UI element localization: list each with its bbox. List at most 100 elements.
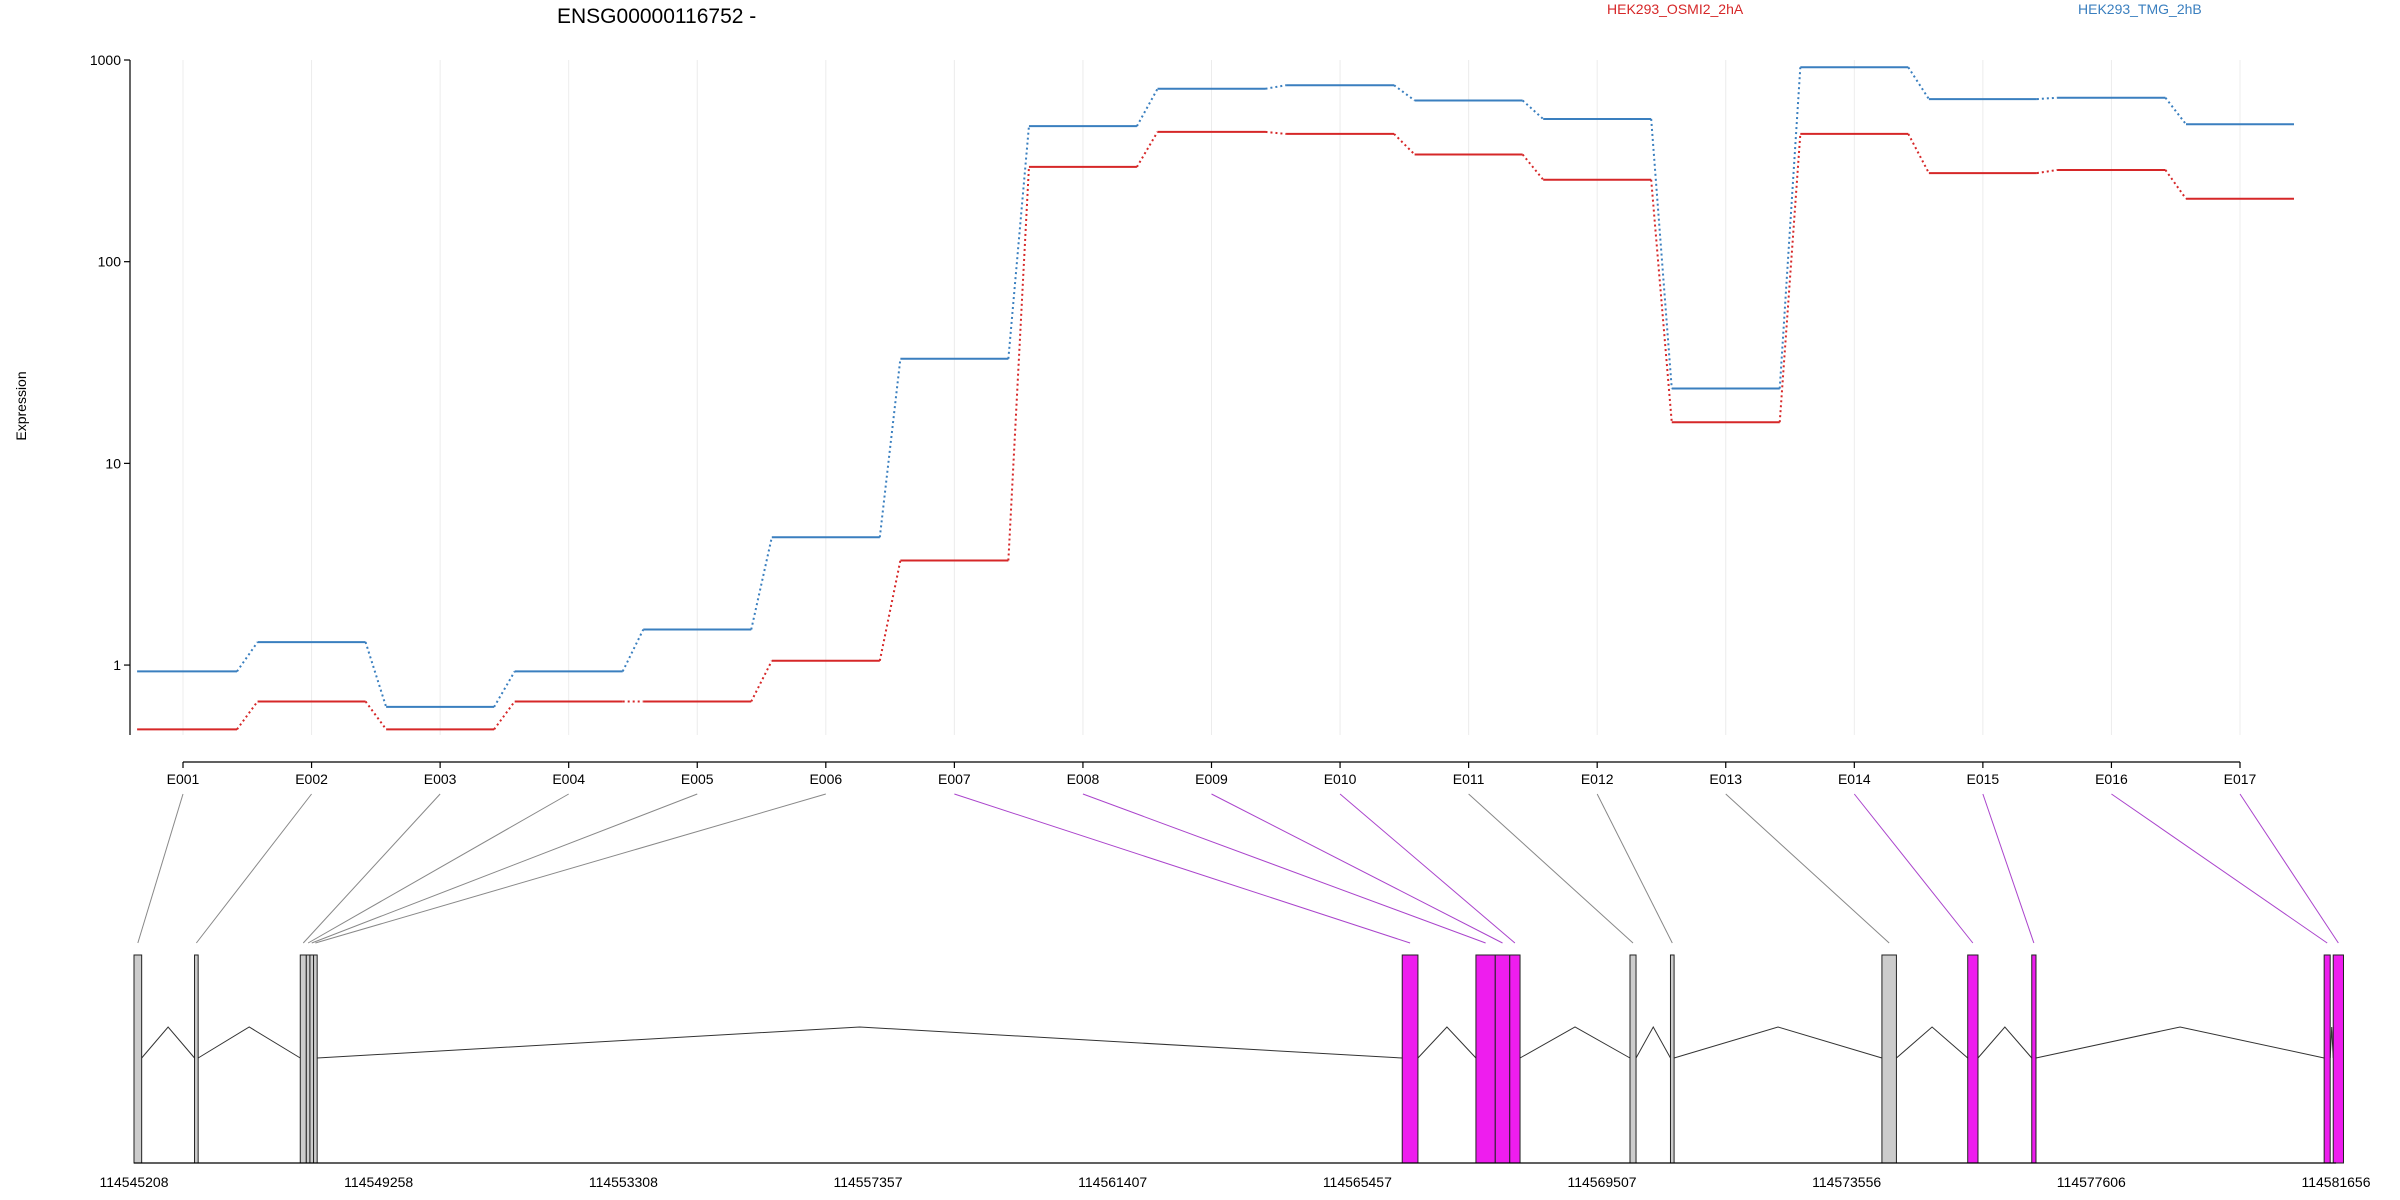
series-transition: [1907, 66, 1930, 100]
series-transition: [1136, 131, 1159, 168]
exon-e014: [1967, 954, 1979, 1164]
series-transition: [2036, 96, 2058, 101]
exon-connectors: [137, 793, 2339, 944]
series-transition: [1265, 130, 1287, 135]
exon-e003: [299, 954, 307, 1164]
x-tick-label-e002: E002: [295, 771, 328, 787]
connector-e014: [1853, 793, 1974, 944]
exon-e006: [313, 954, 318, 1164]
y-tick-label: 1: [113, 657, 121, 673]
x-tick-label-e010: E010: [1324, 771, 1357, 787]
intron: [141, 1026, 195, 1059]
x-tick-label-e009: E009: [1195, 771, 1228, 787]
x-tick-label-e015: E015: [1967, 771, 2000, 787]
vertical-grid: [182, 60, 2241, 735]
exon-e017: [2332, 954, 2344, 1164]
connector-e015: [1982, 793, 2035, 944]
series-transition: [621, 629, 645, 672]
introns: [141, 1025, 2334, 1059]
connector-e006: [315, 793, 826, 944]
series-transition: [364, 700, 387, 730]
legend-entry-tmg: HEK293_TMG_2hB: [2078, 1, 2202, 17]
connector-e012: [1596, 793, 1673, 944]
x-tick-label-e008: E008: [1067, 771, 1100, 787]
coordinate-label: 114577606: [2057, 1174, 2126, 1190]
intron: [1519, 1026, 1631, 1059]
x-tick-label-e003: E003: [424, 771, 457, 787]
intron: [197, 1026, 301, 1059]
series-transition: [1778, 67, 1802, 389]
exon-e001: [133, 954, 143, 1164]
exon-e013: [1881, 954, 1897, 1164]
intron: [1896, 1026, 1969, 1059]
connector-e013: [1725, 793, 1890, 944]
intron: [2329, 1026, 2334, 1059]
series-transition: [364, 641, 388, 708]
y-tick-label: 1000: [90, 52, 121, 68]
connector-e002: [195, 793, 312, 944]
intron: [1977, 1026, 2033, 1059]
series-transition: [493, 700, 516, 730]
exon-e010: [1509, 954, 1521, 1164]
genomic-coordinate-axis: 114545208 114549258 114553308 114557357 1145…: [99, 1162, 2371, 1190]
x-tick-label-e006: E006: [809, 771, 842, 787]
series-transition: [1521, 99, 1544, 120]
series-transition: [1136, 88, 1159, 127]
connector-e007: [954, 793, 1411, 944]
coordinate-label: 114557357: [833, 1174, 902, 1190]
coordinate-label: 114565457: [1323, 1174, 1392, 1190]
connector-e017: [2239, 793, 2339, 944]
connector-e010: [1339, 793, 1516, 944]
series-transition: [2164, 169, 2187, 200]
legend-entry-osmi2: HEK293_OSMI2_2hA: [1607, 1, 1744, 17]
connector-e016: [2111, 793, 2328, 944]
x-tick-label-e017: E017: [2224, 771, 2257, 787]
series-hek293-tmg-2hb: [137, 66, 2294, 708]
intron: [1673, 1026, 1883, 1059]
exon-e005: [309, 954, 315, 1164]
intron: [317, 1026, 1403, 1059]
exon-e012: [1669, 954, 1675, 1164]
exon-e016: [2323, 954, 2331, 1164]
connector-e005: [311, 793, 698, 944]
series-transition: [236, 700, 259, 730]
exon-e008: [1475, 954, 1496, 1164]
x-tick-label-e013: E013: [1709, 771, 1742, 787]
coordinate-label: 114553308: [589, 1174, 658, 1190]
intron: [2035, 1026, 2325, 1059]
series-transition: [1778, 133, 1802, 423]
connector-e001: [137, 793, 184, 944]
series-transition: [1521, 153, 1544, 181]
series-transition: [1007, 126, 1030, 359]
connector-e009: [1211, 793, 1503, 944]
series-transition: [1907, 133, 1930, 174]
connector-e008: [1082, 793, 1486, 944]
y-axis: 1 10 100 1000: [90, 52, 131, 735]
intron: [1635, 1025, 1671, 1059]
series-transition: [1265, 84, 1287, 90]
chart-title: ENSG00000116752 -: [557, 5, 756, 28]
series-transition: [236, 641, 259, 672]
x-tick-label-e016: E016: [2095, 771, 2128, 787]
series-transition: [1650, 118, 1673, 389]
y-tick-label: 100: [98, 254, 122, 270]
series-transition: [750, 660, 773, 702]
connector-e004: [307, 793, 569, 944]
series-transition: [2164, 97, 2187, 125]
x-axis: E001 E002 E003 E004 E005 E006 E007 E008 E009 E010…: [167, 761, 2257, 787]
y-tick-label: 10: [105, 455, 121, 471]
series-transition: [493, 670, 516, 708]
exon-e007: [1401, 954, 1419, 1164]
x-tick-label-e007: E007: [938, 771, 971, 787]
series-transition: [878, 358, 902, 538]
series-hek293-osmi2-2ha: [137, 130, 2294, 731]
coordinate-label: 114569507: [1567, 1174, 1636, 1190]
series-transition: [2036, 168, 2058, 175]
series-transition: [1393, 133, 1416, 156]
x-tick-label-e005: E005: [681, 771, 714, 787]
x-tick-label-e014: E014: [1838, 771, 1871, 787]
exon-e009: [1494, 954, 1511, 1164]
connector-e011: [1468, 793, 1634, 944]
coordinate-label: 114549258: [344, 1174, 413, 1190]
